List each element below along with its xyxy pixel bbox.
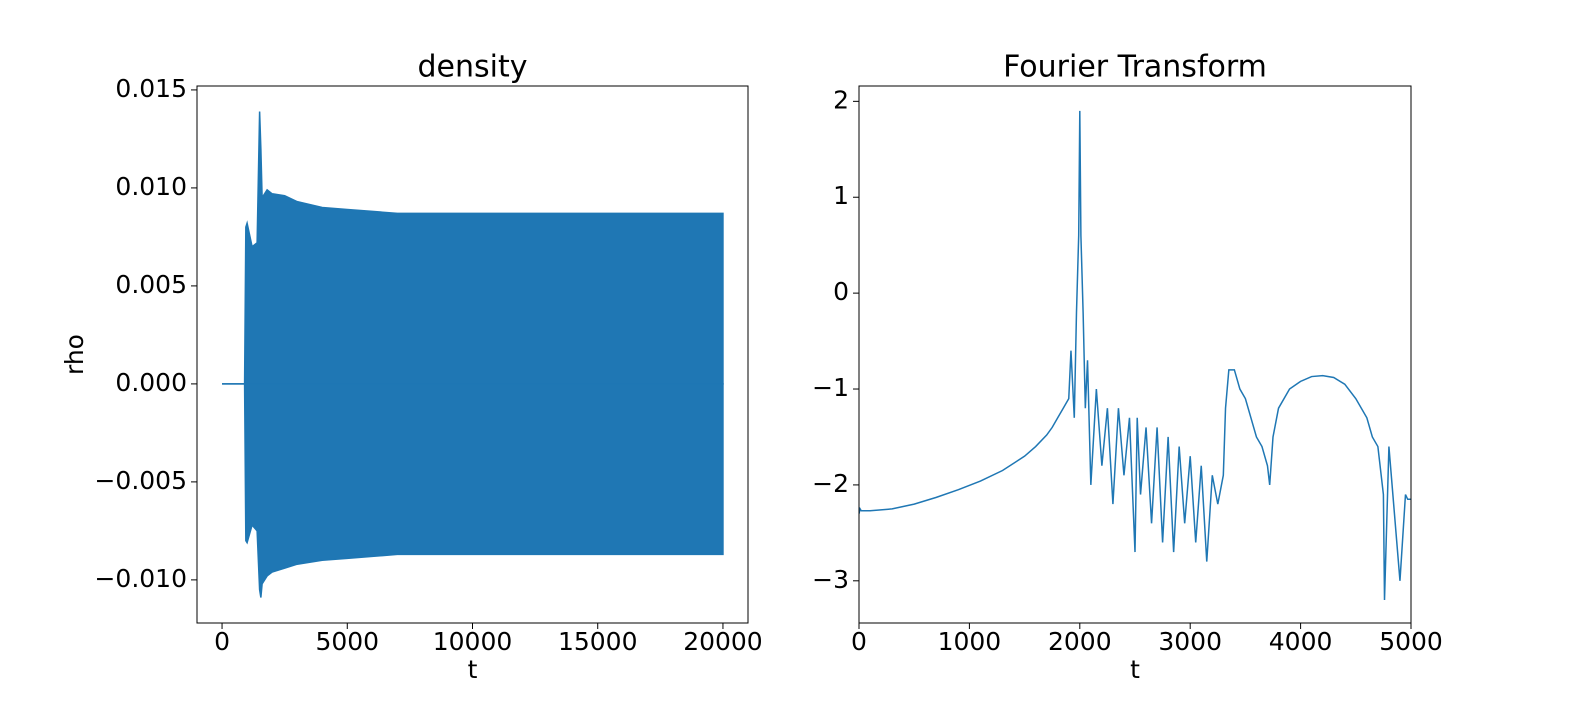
y-tick-label: −1 [812,373,849,402]
x-tick-label: 0 [214,627,230,656]
y-tick-label: 1 [833,181,849,210]
x-tick-label: 10000 [433,627,513,656]
x-tick-label: 1000 [938,627,1002,656]
y-tick-label: 0 [833,277,849,306]
x-tick-label: 2000 [1048,627,1112,656]
plot-frame [858,85,1412,624]
chart-title: Fourier Transform [1003,50,1267,85]
y-tick-label: 0.010 [115,172,187,201]
y-axis-label: rho [60,334,89,375]
y-tick-label: 0.000 [115,368,187,397]
chart-title: density [418,50,528,85]
y-tick-label: 0.015 [115,74,187,103]
y-tick-label: −2 [812,469,849,498]
y-tick-label: −0.005 [94,466,187,495]
y-tick-label: 0.005 [115,270,187,299]
x-axis-label: t [1130,655,1140,684]
density-band [222,111,724,385]
x-tick-label: 15000 [558,627,638,656]
x-axis-label: t [468,655,478,684]
data-line [859,110,1411,601]
x-tick-label: 0 [851,627,867,656]
x-tick-label: 20000 [683,627,763,656]
y-tick-label: 2 [833,85,849,114]
x-tick-label: 4000 [1269,627,1333,656]
density-band [222,383,724,598]
y-tick-label: −3 [812,565,849,594]
y-tick-label: −0.010 [94,564,187,593]
x-tick-label: 5000 [1379,627,1443,656]
x-tick-label: 3000 [1158,627,1222,656]
x-tick-label: 5000 [315,627,379,656]
